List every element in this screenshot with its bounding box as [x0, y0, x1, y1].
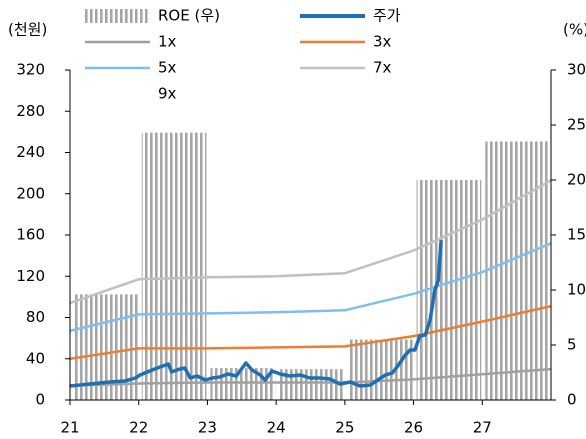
roe-bar [347, 339, 413, 400]
series-line [69, 304, 552, 361]
series-line [69, 240, 443, 388]
y-tick-label: 280 [16, 102, 45, 120]
y2-tick-label: 30 [567, 61, 586, 79]
y2-tick-label: 25 [567, 116, 586, 134]
x-tick-label: 22 [129, 419, 148, 437]
x-tick-label: 26 [404, 419, 423, 437]
y2-tick-label: 20 [567, 171, 586, 189]
y-tick-label: 120 [16, 267, 45, 285]
legend-label: ROE (우) [158, 7, 220, 25]
x-tick-label: 24 [267, 419, 286, 437]
y-tick-label: 240 [16, 143, 45, 161]
y-tick-label: 160 [16, 226, 45, 244]
legend-label: 3x [373, 33, 392, 51]
roe-bar [141, 132, 207, 400]
x-tick-label: 25 [335, 419, 354, 437]
roe-bar [210, 368, 276, 400]
legend-label: 5x [158, 59, 177, 77]
roe-bar [485, 141, 550, 400]
legend-label: 9x [158, 85, 177, 103]
legend-swatch [85, 9, 150, 23]
x-tick-label: 27 [473, 419, 492, 437]
y2-tick-label: 5 [567, 336, 577, 354]
legend-label: 7x [373, 59, 392, 77]
y2-tick-label: 10 [567, 281, 586, 299]
series-line [69, 242, 552, 333]
roe-bar [279, 369, 344, 400]
y2-tick-label: 15 [567, 226, 586, 244]
y-tick-label: 40 [26, 349, 45, 367]
y-unit: (천원) [8, 21, 47, 39]
y2-tick-label: 0 [567, 391, 577, 409]
y2-unit: (%) [563, 21, 586, 39]
y-tick-label: 320 [16, 61, 45, 79]
series-line [69, 367, 552, 387]
y-tick-label: 200 [16, 184, 45, 202]
legend-label: 1x [158, 33, 177, 51]
x-tick-label: 21 [60, 419, 79, 437]
x-tick-label: 23 [198, 419, 217, 437]
legend-label: 주가 [373, 7, 401, 25]
y-tick-label: 80 [26, 308, 45, 326]
series-line [69, 179, 552, 305]
y-tick-label: 0 [35, 391, 45, 409]
